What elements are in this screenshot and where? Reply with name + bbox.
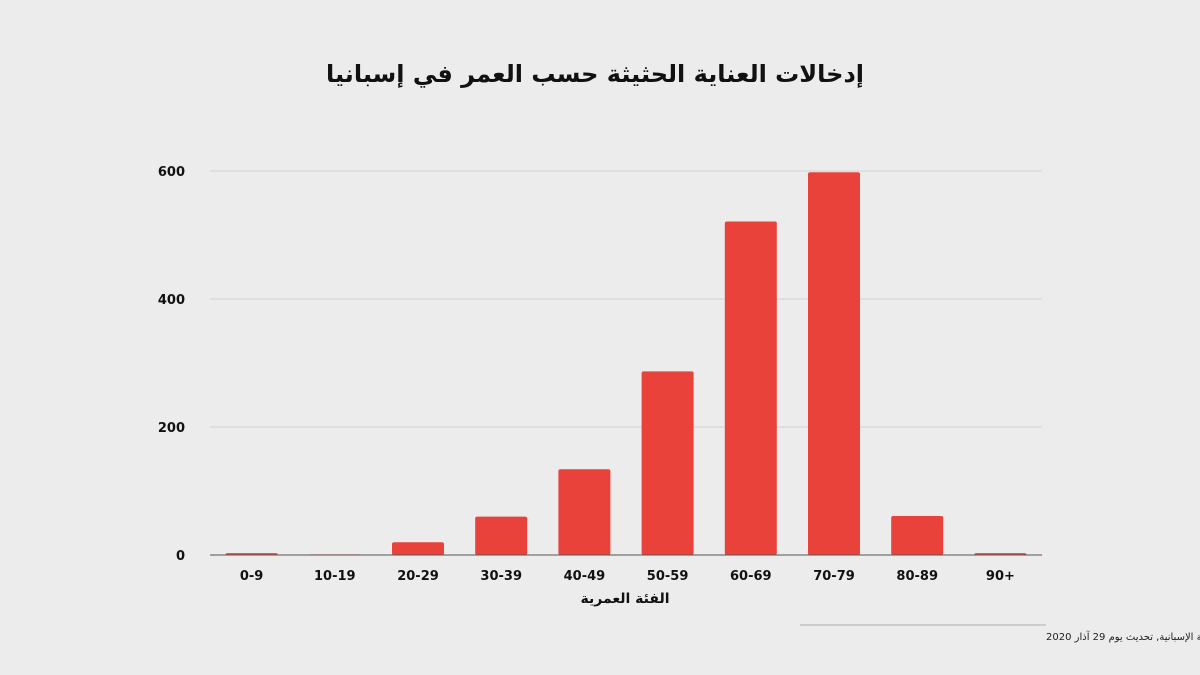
bar-30-39 — [475, 516, 528, 555]
gridlines — [210, 170, 1042, 428]
x-tick-label: 60-69 — [730, 569, 772, 584]
x-tick-label: 70-79 — [813, 569, 855, 584]
x-tick-label: 0-9 — [240, 569, 264, 584]
y-tick-label: 600 — [158, 165, 185, 180]
bar-70-79 — [808, 172, 860, 555]
y-tick-label: 200 — [158, 421, 185, 436]
bar-40-49 — [558, 469, 611, 555]
bar-80-89 — [891, 515, 944, 555]
x-tick-label: 50-59 — [647, 569, 689, 584]
bar-50-59 — [641, 371, 694, 555]
source-note: المصدر: وزارة الصحة الإسبانية, تحديث يوم… — [1046, 630, 1200, 643]
chart-title: إدخالات العناية الحثيثة حسب العمر في إسب… — [326, 60, 864, 88]
x-tick-label: 30-39 — [480, 569, 522, 584]
bars — [225, 172, 1027, 556]
y-axis-ticks: 0 200 400 600 — [158, 165, 185, 564]
x-tick-label: 10-19 — [314, 569, 356, 584]
x-tick-label: 90+ — [986, 569, 1015, 584]
x-tick-label: 40-49 — [564, 569, 606, 584]
x-axis-label: الفئة العمرية — [580, 591, 669, 607]
x-tick-label: 80-89 — [896, 569, 938, 584]
x-axis-ticks: 0-9 10-19 20-29 30-39 40-49 50-59 60-69 70-79 80… — [240, 569, 1015, 584]
x-tick-label: 20-29 — [397, 569, 439, 584]
y-tick-label: 400 — [158, 293, 185, 308]
bar-20-29 — [392, 542, 444, 555]
bar-60-69 — [724, 221, 777, 555]
y-tick-label: 0 — [176, 549, 185, 564]
